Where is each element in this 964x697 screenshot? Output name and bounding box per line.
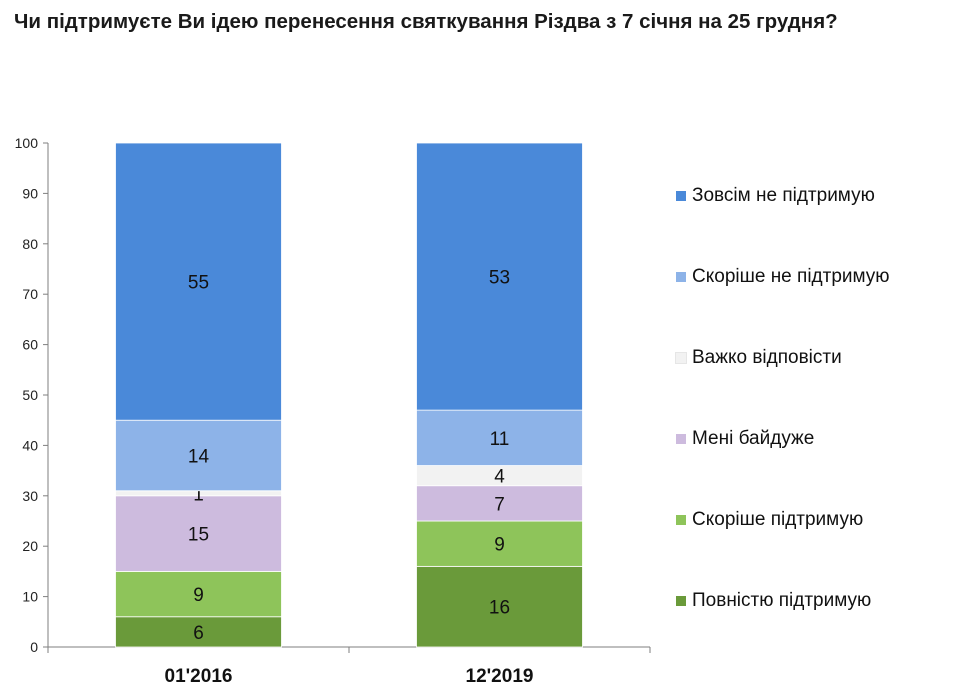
x-tick-label: 12'2019 xyxy=(466,666,534,687)
data-label: 9 xyxy=(193,585,204,606)
legend-item: Скоріше підтримую xyxy=(676,509,864,530)
legend-label: Зовсім не підтримую xyxy=(692,185,875,206)
legend-item: Скоріше не підтримую xyxy=(676,266,890,287)
bar-segment xyxy=(416,142,583,411)
data-label: 11 xyxy=(490,429,510,450)
data-label: 7 xyxy=(494,494,505,515)
bar-segment xyxy=(115,616,282,648)
legend-swatch xyxy=(676,272,686,282)
data-label: 4 xyxy=(494,467,505,488)
data-label: 55 xyxy=(188,273,209,294)
bar-segment xyxy=(416,409,583,466)
y-tick-label: 30 xyxy=(22,488,38,504)
legend-label: Важко відповісти xyxy=(692,347,842,368)
y-tick-label: 90 xyxy=(22,185,38,201)
y-tick-label: 10 xyxy=(22,589,38,605)
data-label: 1 xyxy=(193,484,204,505)
data-label: 16 xyxy=(489,598,510,619)
bar-segment xyxy=(416,565,583,648)
legend-label: Скоріше підтримую xyxy=(692,509,864,530)
y-tick-label: 0 xyxy=(30,639,38,655)
data-label: 15 xyxy=(188,525,209,546)
legend-swatch xyxy=(676,515,686,525)
bar-segment xyxy=(115,419,282,492)
legend-label: Мені байдуже xyxy=(692,428,815,449)
legend-swatch xyxy=(676,191,686,201)
chart-title: Чи підтримуєте Ви ідею перенесення святк… xyxy=(14,10,838,33)
y-tick-label: 40 xyxy=(22,437,38,453)
legend-item: Повністю підтримую xyxy=(676,590,872,611)
y-tick-label: 100 xyxy=(15,135,39,151)
y-tick-label: 20 xyxy=(22,538,38,554)
legend-swatch xyxy=(675,352,687,364)
data-label: 6 xyxy=(193,623,204,644)
legend-swatch xyxy=(676,434,686,444)
data-label: 9 xyxy=(494,535,505,556)
data-label: 14 xyxy=(188,446,210,467)
x-tick-label: 01'2016 xyxy=(165,666,233,687)
legend-label: Скоріше не підтримую xyxy=(692,266,890,287)
bar-segment xyxy=(115,571,282,618)
y-tick-label: 70 xyxy=(22,286,38,302)
y-tick-label: 60 xyxy=(22,337,38,353)
bar-segment xyxy=(115,142,282,421)
legend-swatch xyxy=(676,596,686,606)
legend-item: Важко відповісти xyxy=(675,347,842,368)
legend-label: Повністю підтримую xyxy=(692,590,872,611)
y-tick-label: 80 xyxy=(22,236,38,252)
y-tick-label: 50 xyxy=(22,387,38,403)
legend-item: Зовсім не підтримую xyxy=(676,185,875,206)
bar-segment xyxy=(416,520,583,567)
bar-segment xyxy=(416,485,583,522)
bar-segment xyxy=(115,495,282,572)
legend-item: Мені байдуже xyxy=(676,428,815,449)
data-label: 53 xyxy=(489,268,510,289)
